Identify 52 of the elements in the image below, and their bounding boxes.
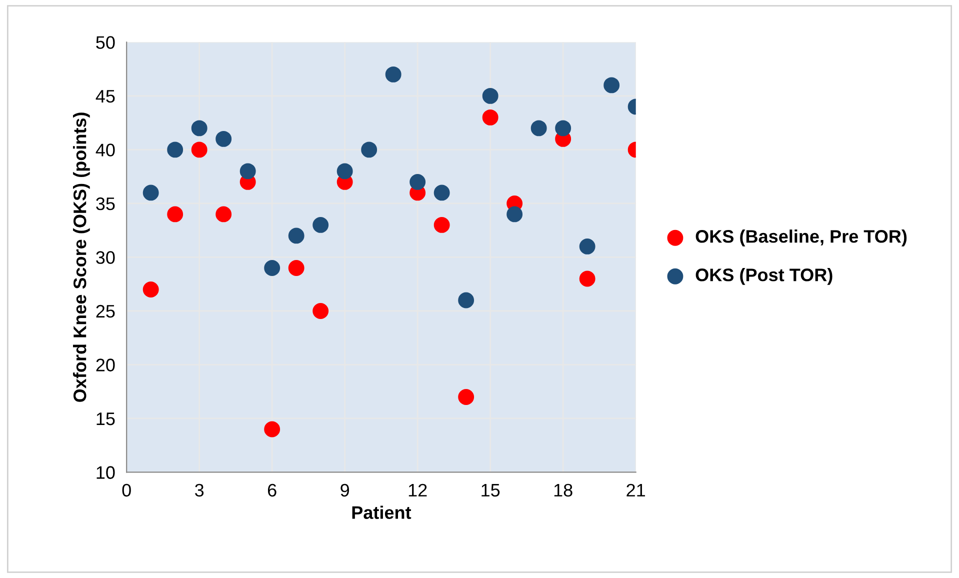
x-tick-label: 3 xyxy=(195,484,204,497)
point xyxy=(506,206,523,222)
point xyxy=(385,66,402,82)
point xyxy=(530,120,547,136)
point xyxy=(555,120,572,136)
y-tick-label: 50 xyxy=(96,36,115,49)
point xyxy=(482,109,498,126)
y-tick-label: 20 xyxy=(96,358,115,372)
x-tick-label: 15 xyxy=(482,484,500,497)
point xyxy=(288,260,304,276)
point xyxy=(361,142,378,158)
legend-label: OKS (Post TOR) xyxy=(696,268,832,285)
point xyxy=(288,228,304,244)
point xyxy=(410,174,426,190)
x-tick-label: 21 xyxy=(626,484,645,496)
y-tick-label: 10 xyxy=(96,466,115,479)
point xyxy=(604,77,620,94)
x-tick-label: 12 xyxy=(408,484,427,496)
y-tick-label: 30 xyxy=(96,251,115,264)
point xyxy=(240,163,256,180)
y-axis-title: Oxford Knee Score (OKS) (points) xyxy=(73,112,90,402)
y-tick-label: 35 xyxy=(96,197,115,210)
point xyxy=(312,302,329,319)
point xyxy=(434,216,450,233)
point xyxy=(216,130,232,147)
y-tick-label: 45 xyxy=(96,90,115,103)
point xyxy=(216,206,232,222)
point xyxy=(458,292,474,308)
point xyxy=(167,206,184,222)
point xyxy=(579,270,596,287)
point xyxy=(579,238,596,254)
point xyxy=(264,421,280,438)
point xyxy=(191,120,208,136)
x-tick-label: 6 xyxy=(268,484,276,497)
point xyxy=(434,184,450,201)
point xyxy=(167,142,184,158)
x-axis-title: Patient xyxy=(352,506,412,519)
legend-label: OKS (Baseline, Pre TOR) xyxy=(696,230,907,246)
y-tick-label: 15 xyxy=(96,412,115,426)
x-tick-label: 0 xyxy=(122,484,131,497)
point xyxy=(142,281,159,298)
point xyxy=(336,163,353,180)
point xyxy=(482,88,498,104)
point xyxy=(312,216,329,233)
y-tick-label: 40 xyxy=(96,144,115,156)
point xyxy=(458,388,474,405)
point xyxy=(191,142,208,158)
point xyxy=(142,184,159,201)
point xyxy=(264,260,280,276)
x-tick-label: 9 xyxy=(340,484,349,497)
x-tick-label: 18 xyxy=(554,484,572,497)
y-tick-label: 25 xyxy=(96,304,115,318)
